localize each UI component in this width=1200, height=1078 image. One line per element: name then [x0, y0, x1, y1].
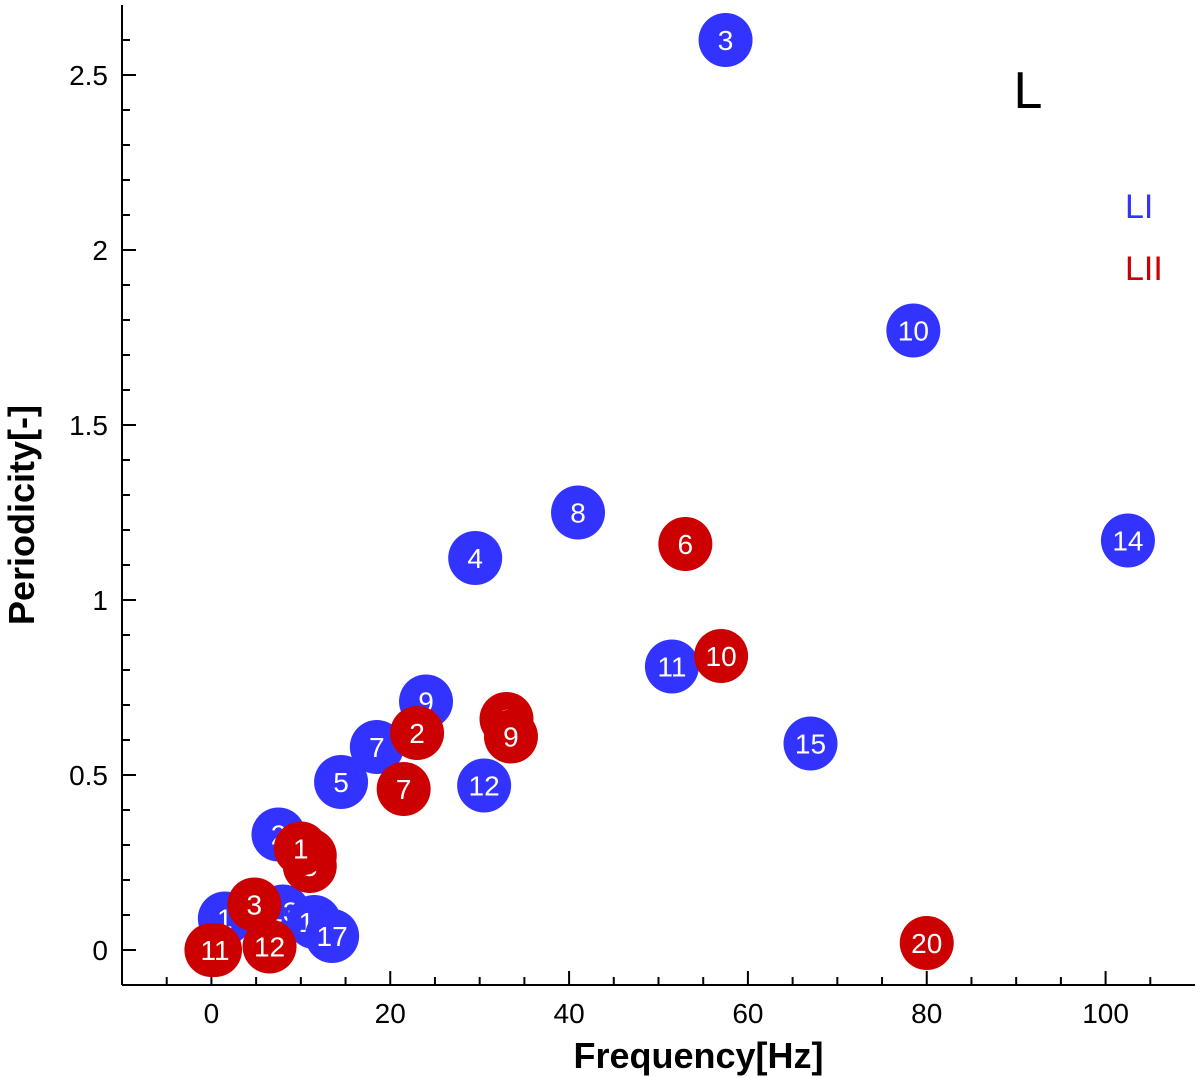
data-point-label: 11: [657, 652, 686, 683]
data-point-label: 15: [795, 729, 826, 760]
y-tick-label: 0: [92, 935, 108, 966]
data-point: 6: [658, 517, 713, 571]
data-point: 3: [227, 877, 282, 932]
data-point-label: 9: [503, 722, 519, 753]
data-point-label: 17: [317, 921, 348, 952]
data-point-label: 6: [678, 529, 694, 560]
legend-entry-li: LI: [1125, 188, 1153, 226]
data-point-marker: [694, 629, 749, 683]
data-point-marker: [886, 303, 941, 358]
data-point: 5: [314, 755, 369, 809]
data-point-label: 12: [469, 771, 500, 802]
data-points: 1234578910111213141516172345167891012202…: [184, 13, 1155, 977]
data-point-marker: [314, 755, 369, 809]
y-tick-label: 2: [92, 235, 108, 266]
data-point: 10: [886, 303, 941, 358]
y-axis-title: Periodicity[-]: [1, 405, 42, 625]
x-tick-label: 80: [911, 998, 942, 1029]
data-point-label: 4: [467, 543, 483, 574]
data-point-label: 8: [570, 498, 586, 529]
data-point-marker: [783, 716, 838, 771]
x-tick-label: 100: [1082, 998, 1129, 1029]
axis-ticks: 0 20 40 60 80 100 0 0.5 1 1.5 2 2.5: [69, 39, 1152, 1029]
data-point: 7: [376, 762, 431, 816]
data-point: 1: [273, 821, 328, 876]
data-point-marker: [698, 13, 753, 67]
data-point-label: 10: [706, 641, 737, 672]
y-tick-label: 1.5: [69, 410, 108, 441]
data-point: 10: [694, 629, 749, 683]
data-point: 11: [644, 639, 699, 694]
x-tick-label: 40: [554, 998, 585, 1029]
data-point-marker: [242, 919, 297, 974]
data-point-label: 11: [200, 935, 229, 966]
data-point-marker: [390, 706, 445, 760]
data-point-marker: [551, 485, 606, 540]
data-point-marker: [227, 877, 282, 932]
data-point-label: 1: [293, 834, 309, 865]
data-point: 12: [457, 758, 512, 813]
data-point: 11: [187, 923, 242, 977]
data-point: 4: [448, 531, 503, 585]
data-point: 12: [242, 919, 297, 974]
data-point-label: 7: [369, 732, 385, 763]
data-point-marker: [187, 923, 242, 977]
y-tick-label: 2.5: [69, 60, 108, 91]
data-point-marker: [483, 709, 538, 764]
data-point-label: 10: [898, 316, 929, 347]
x-tick-label: 0: [204, 998, 220, 1029]
data-point-marker: [448, 531, 503, 585]
data-point-label: 3: [718, 25, 734, 56]
data-point: 14: [1100, 513, 1155, 568]
y-tick-label: 1: [92, 585, 108, 616]
data-point: 2: [390, 706, 445, 760]
data-point: 17: [305, 909, 360, 963]
legend-entry-lii: LII: [1125, 250, 1163, 288]
data-point-label: 12: [254, 932, 285, 963]
data-point-label: 5: [333, 767, 349, 798]
data-point-marker: [899, 916, 954, 970]
data-point-label: 7: [396, 774, 412, 805]
data-point: 3: [698, 13, 753, 67]
panel-label: L: [1014, 62, 1043, 120]
series-lii: 234516789101220211811: [184, 517, 954, 977]
data-point-label: 3: [247, 890, 263, 921]
x-tick-label: 20: [375, 998, 406, 1029]
data-point: 9: [483, 709, 538, 764]
data-point-marker: [376, 762, 431, 816]
data-point: 20: [899, 916, 954, 970]
data-point: 15: [783, 716, 838, 771]
data-point-marker: [644, 639, 699, 694]
data-point-label: 2: [409, 718, 425, 749]
data-point-marker: [273, 821, 328, 876]
data-point-marker: [1100, 513, 1155, 568]
data-point: 8: [551, 485, 606, 540]
data-point-label: 20: [911, 928, 942, 959]
series-li: 123457891011121314151617: [197, 13, 1155, 963]
data-point-marker: [457, 758, 512, 813]
data-point-marker: [305, 909, 360, 963]
data-point-marker: [658, 517, 713, 571]
data-point-label: 14: [1112, 526, 1143, 557]
x-axis-title: Frequency[Hz]: [573, 1035, 823, 1076]
x-tick-label: 60: [732, 998, 763, 1029]
y-tick-label: 0.5: [69, 760, 108, 791]
